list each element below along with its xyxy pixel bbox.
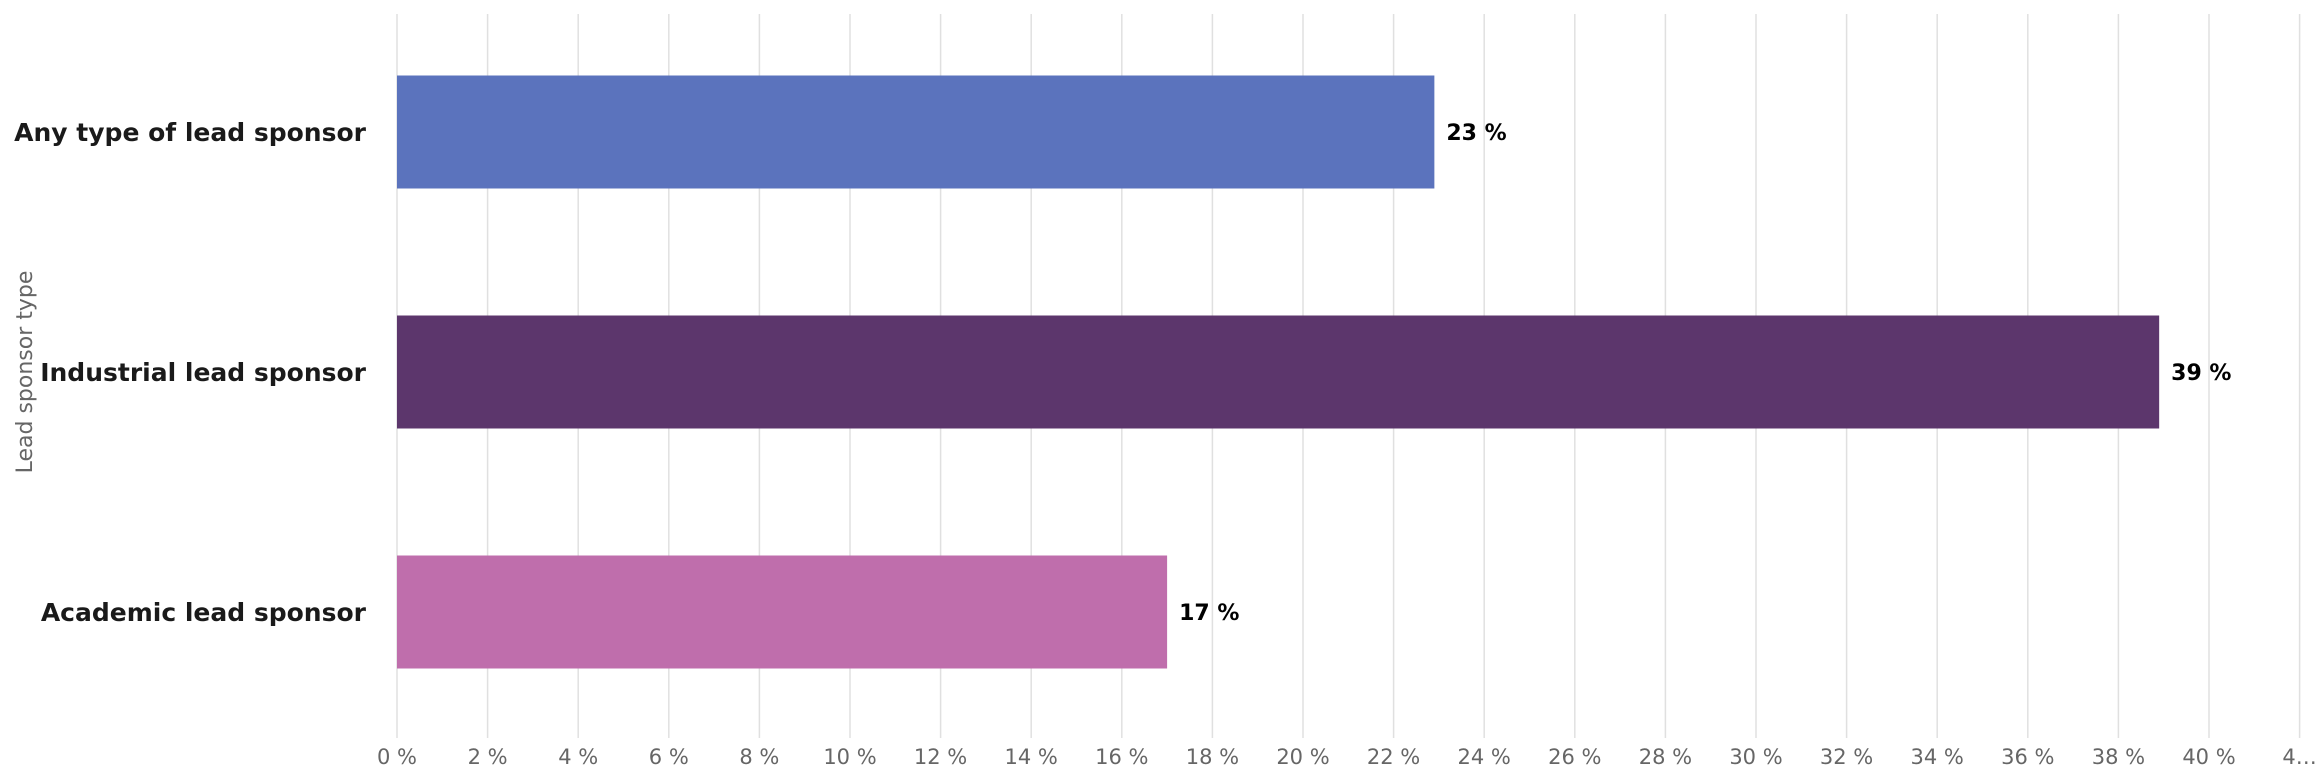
x-tick-label: 6 %: [649, 745, 689, 766]
x-tick-label: 8 %: [739, 745, 779, 766]
x-tick-label: 24 %: [1458, 745, 1511, 766]
x-tick-label: 4 %: [558, 745, 598, 766]
x-tick-label: 28 %: [1639, 745, 1692, 766]
x-tick-label: 10 %: [823, 745, 876, 766]
x-tick-label: 14 %: [1005, 745, 1058, 766]
category-labels: Any type of lead sponsor Industrial lead …: [14, 118, 367, 627]
bars: [397, 75, 2160, 669]
x-tick-label: 30 %: [1729, 745, 1782, 766]
x-tick-label: 32 %: [1820, 745, 1873, 766]
x-tick-label: 22 %: [1367, 745, 1420, 766]
x-tick-label: 36 %: [2001, 745, 2054, 766]
x-tick-label: 4…: [2282, 745, 2316, 766]
x-tick-label: 20 %: [1276, 745, 1329, 766]
x-tick-label: 40 %: [2182, 745, 2235, 766]
category-label: Academic lead sponsor: [41, 598, 367, 627]
x-tick-label: 34 %: [1911, 745, 1964, 766]
data-label: 17 %: [1179, 601, 1239, 626]
bar: [397, 315, 2160, 429]
data-label: 39 %: [2171, 361, 2231, 386]
bar: [397, 75, 1435, 189]
data-labels: 23 % 39 % 17 %: [1179, 121, 2231, 626]
category-label: Any type of lead sponsor: [14, 118, 367, 147]
category-label: Industrial lead sponsor: [40, 358, 366, 387]
y-axis-title: Lead sponsor type: [13, 271, 38, 474]
x-tick-label: 12 %: [914, 745, 967, 766]
x-tick-label: 18 %: [1186, 745, 1239, 766]
x-tick-label: 0 %: [377, 745, 417, 766]
x-tick-label: 16 %: [1095, 745, 1148, 766]
bar: [397, 555, 1168, 669]
x-tick-labels: 0 % 2 % 4 % 6 % 8 % 10 % 12 % 14 % 16 % 18 % 20 % 2…: [377, 745, 2317, 766]
x-tick-label: 26 %: [1548, 745, 1601, 766]
x-tick-label: 2 %: [468, 745, 508, 766]
x-tick-label: 38 %: [2092, 745, 2145, 766]
data-label: 23 %: [1446, 121, 1506, 146]
